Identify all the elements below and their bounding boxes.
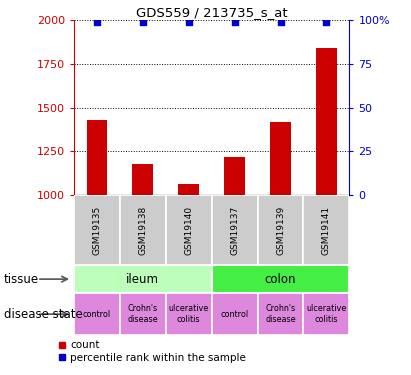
Text: GSM19139: GSM19139 [276,206,285,255]
Point [185,19,192,25]
Text: Crohn's
disease: Crohn's disease [265,304,296,324]
Bar [316,48,337,195]
Point [231,19,238,25]
Text: GSM19138: GSM19138 [139,206,147,255]
Text: GSM19135: GSM19135 [92,206,102,255]
Bar [74,265,212,293]
Bar [212,195,258,265]
Title: GDS559 / 213735_s_at: GDS559 / 213735_s_at [136,6,287,19]
Text: control: control [83,310,111,319]
Bar [303,195,349,265]
Bar [303,293,349,335]
Bar [74,293,120,335]
Point [94,19,100,25]
Point [323,19,330,25]
Text: control: control [221,310,249,319]
Text: ulcerative
colitis: ulcerative colitis [306,304,346,324]
Text: GSM19140: GSM19140 [184,206,193,255]
Bar [212,293,258,335]
Bar [166,195,212,265]
Bar [87,120,107,195]
Legend: count, percentile rank within the sample: count, percentile rank within the sample [59,340,246,363]
Text: colon: colon [265,273,296,286]
Text: Crohn's
disease: Crohn's disease [127,304,158,324]
Text: GSM19137: GSM19137 [230,206,239,255]
Text: tissue: tissue [4,273,39,286]
Bar [270,123,291,195]
Bar [258,195,303,265]
Bar [178,184,199,195]
Text: disease state: disease state [4,308,83,321]
Text: GSM19141: GSM19141 [322,206,331,255]
Point [277,19,284,25]
Bar [74,195,120,265]
Bar [258,293,303,335]
Bar [166,293,212,335]
Bar [120,293,166,335]
Text: ulcerative
colitis: ulcerative colitis [169,304,209,324]
Bar [120,195,166,265]
Bar [224,158,245,195]
Point [139,19,146,25]
Bar [212,265,349,293]
Bar [132,165,153,195]
Text: ileum: ileum [126,273,159,286]
